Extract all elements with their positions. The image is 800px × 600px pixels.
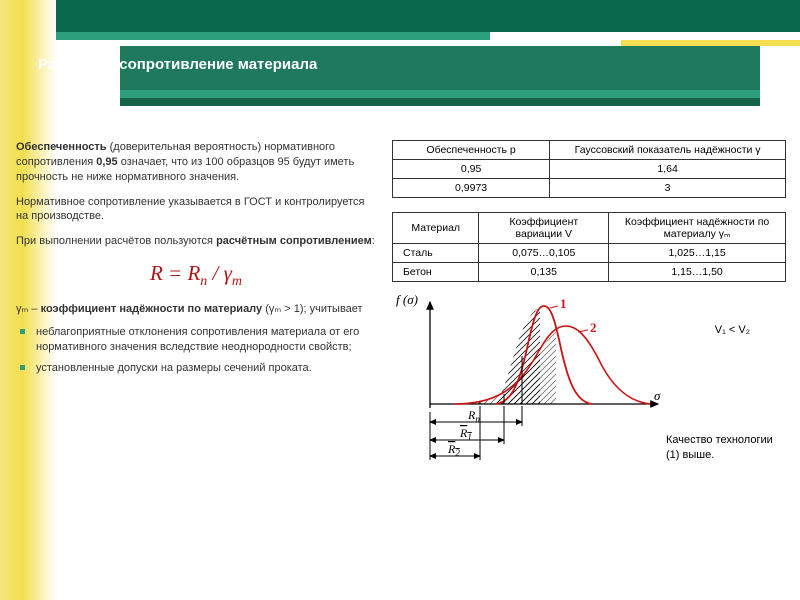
- curve1-label: 1: [560, 296, 567, 311]
- page-title: Расчётное сопротивление материала: [38, 56, 317, 73]
- r1-label: R1: [459, 426, 472, 442]
- bullet-2: установленные допуски на размеры сечений…: [16, 361, 376, 376]
- para-calc: При выполнении расчётов пользуются расчё…: [16, 234, 376, 249]
- curve2-label: 2: [590, 320, 597, 335]
- gamma-definition: γₘ – коэффициент надёжности по материалу…: [16, 302, 376, 317]
- sigma-label: σ: [654, 388, 661, 403]
- para-gost: Нормативное сопротивление указывается в …: [16, 195, 376, 225]
- v-comparison-note: V₁ < V₂: [715, 324, 750, 336]
- content: Обеспеченность (доверительная вероятност…: [16, 140, 786, 590]
- table-row: 0,99733: [393, 179, 786, 198]
- bold-term: Обеспеченность: [16, 141, 107, 153]
- table-row: Сталь0,075…0,1051,025…1,15: [393, 244, 786, 263]
- table-reliability: Обеспеченность p Гауссовский показатель …: [392, 140, 786, 198]
- right-column: Обеспеченность p Гауссовский показатель …: [392, 140, 786, 590]
- distribution-chart: f (σ) V₁ < V₂ Качество технологии (1) вы…: [392, 296, 786, 476]
- table-materials: Материал Коэффициент вариации V Коэффици…: [392, 212, 786, 282]
- formula: R = Rn / γm: [16, 259, 376, 292]
- chart-svg: σ 1 2: [400, 296, 670, 474]
- t1-h2: Гауссовский показатель надёжности γ: [575, 144, 761, 156]
- t2-h2: Коэффициент вариации V: [509, 216, 578, 240]
- t2-h3: Коэффициент надёжности по материалу γₘ: [625, 216, 769, 240]
- chart-caption: Качество технологии (1) выше.: [666, 433, 776, 462]
- bullet-1: неблагоприятные отклонения сопротивления…: [16, 325, 376, 355]
- t1-h1: Обеспеченность p: [426, 144, 515, 156]
- table-row: 0,951,64: [393, 160, 786, 179]
- left-column: Обеспеченность (доверительная вероятност…: [16, 140, 376, 590]
- t2-h1: Материал: [411, 222, 460, 234]
- r2-label: R2: [447, 442, 460, 458]
- table-row: Бетон0,1351,15…1,50: [393, 263, 786, 282]
- para-obespechennost: Обеспеченность (доверительная вероятност…: [16, 140, 376, 185]
- rn-label: Rn: [467, 408, 480, 424]
